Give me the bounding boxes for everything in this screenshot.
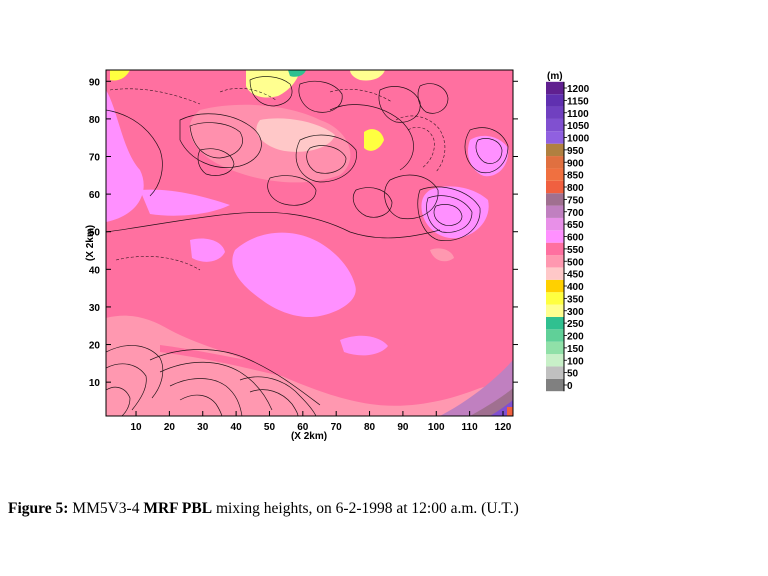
plot-frame [105,69,514,417]
y-axis-label: (X 2km) [85,225,96,261]
colorbar-label: 450 [567,270,584,281]
colorbar-swatch [546,193,564,206]
x-tick-label: 110 [462,422,479,433]
colorbar-swatch [546,180,564,194]
colorbar-swatch [546,292,564,305]
colorbar-swatch [546,168,564,181]
colorbar-label: 600 [567,233,584,244]
colorbar-label: 700 [567,208,584,219]
x-tick-label: 120 [495,422,512,433]
colorbar-label: 800 [567,183,584,194]
colorbar-unit: (m) [547,71,563,82]
colorbar-label: 400 [567,282,584,293]
y-tick-label: 60 [89,190,101,201]
y-tick-label: 20 [89,341,101,352]
colorbar-swatch [546,81,564,95]
colorbar-label: 1200 [567,84,590,95]
colorbar-label: 550 [567,245,584,256]
caption-model: MM5V3-4 [68,500,144,517]
colorbar-swatch [546,217,564,231]
colorbar-swatch [546,242,564,256]
colorbar-label: 300 [567,307,584,318]
colorbar-swatch [546,131,564,144]
colorbar-swatch [546,106,564,119]
colorbar-swatch [546,94,564,107]
colorbar-swatch [546,205,564,218]
x-tick-label: 20 [164,422,176,433]
x-tick-label: 60 [297,422,309,433]
colorbar-label: 850 [567,171,584,182]
colorbar-swatch [546,378,564,392]
colorbar-swatch [546,230,564,243]
colorbar-label: 250 [567,319,584,330]
colorbar-label: 1000 [567,134,590,145]
colorbar-label: 500 [567,257,584,268]
colorbar-label: 200 [567,332,584,343]
caption-label: Figure 5: [8,500,69,517]
colorbar-label: 1050 [567,121,590,132]
caption-scheme: MRF PBL [143,500,213,517]
colorbar-swatch [546,143,564,157]
colorbar-label: 0 [567,381,573,392]
y-tick-label: 50 [89,228,101,239]
x-tick-label: 90 [397,422,409,433]
caption-rest: mixing heights, on 6-2-1998 at 12:00 a.m… [212,500,519,517]
x-tick-label: 100 [428,422,445,433]
colorbar-swatch [546,329,564,342]
y-tick-label: 40 [89,265,101,276]
x-tick-label: 10 [130,422,142,433]
colorbar: 0501001502002503003504004505005506006507… [546,81,590,392]
colorbar-label: 950 [567,146,584,157]
colorbar-label: 900 [567,158,584,169]
x-tick-label: 40 [231,422,243,433]
colorbar-swatch [546,366,564,379]
colorbar-label: 750 [567,195,584,206]
x-tick-label: 50 [264,422,276,433]
colorbar-label: 1150 [567,96,589,107]
colorbar-label: 150 [567,344,584,355]
y-axis-ticks: 10 20 30 40 50 60 70 80 90 [89,77,518,389]
x-tick-label: 80 [364,422,376,433]
heatmap-plot [106,70,513,416]
figure-caption: Figure 5: MM5V3-4 MRF PBL mixing heights… [8,500,748,518]
x-axis-ticks: 10 20 30 40 50 60 70 80 90 100 110 120 [130,411,512,433]
y-tick-label: 90 [89,77,101,88]
x-tick-label: 30 [197,422,209,433]
x-tick-label: 70 [331,422,343,433]
y-tick-label: 10 [89,378,101,389]
colorbar-label: 350 [567,294,584,305]
colorbar-swatch [546,354,564,367]
colorbar-swatch [546,304,564,317]
colorbar-swatch [546,156,564,169]
colorbar-swatch [546,316,564,330]
colorbar-label: 650 [567,220,584,231]
colorbar-swatch [546,279,564,293]
y-tick-label: 70 [89,153,101,164]
y-tick-label: 30 [89,303,101,314]
colorbar-label: 100 [567,356,584,367]
colorbar-label: 1100 [567,109,589,120]
y-tick-label: 80 [89,115,101,126]
x-axis-label: (X 2km) [291,431,327,442]
colorbar-label: 50 [567,369,579,380]
colorbar-swatch [546,341,564,355]
colorbar-swatch [546,267,564,280]
colorbar-swatch [546,118,564,132]
colorbar-swatch [546,255,564,268]
